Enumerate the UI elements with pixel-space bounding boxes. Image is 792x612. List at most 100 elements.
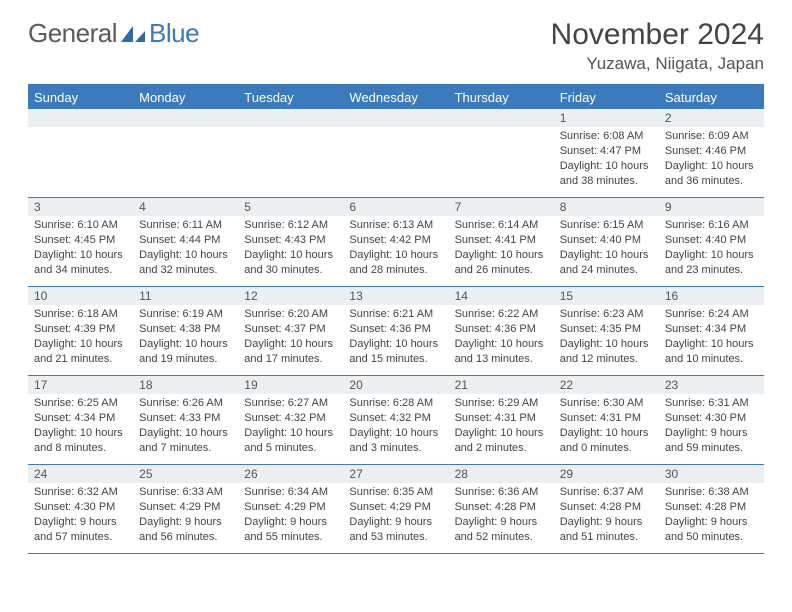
sunset-text: Sunset: 4:38 PM [139, 322, 232, 337]
day-header: Thursday [449, 86, 554, 109]
sunrise-text: Sunrise: 6:12 AM [244, 218, 337, 233]
day-body: Sunrise: 6:22 AMSunset: 4:36 PMDaylight:… [449, 305, 554, 370]
daylight-text: Daylight: 9 hours and 55 minutes. [244, 515, 337, 545]
day-number: 24 [28, 465, 133, 483]
brand-name-2: Blue [149, 18, 199, 49]
daylight-text: Daylight: 10 hours and 32 minutes. [139, 248, 232, 278]
day-number: 2 [659, 109, 764, 127]
sunrise-text: Sunrise: 6:33 AM [139, 485, 232, 500]
sunset-text: Sunset: 4:46 PM [665, 144, 758, 159]
sunset-text: Sunset: 4:32 PM [349, 411, 442, 426]
day-number: 30 [659, 465, 764, 483]
sunrise-text: Sunrise: 6:11 AM [139, 218, 232, 233]
day-cell: 9Sunrise: 6:16 AMSunset: 4:40 PMDaylight… [659, 198, 764, 286]
day-cell: 3Sunrise: 6:10 AMSunset: 4:45 PMDaylight… [28, 198, 133, 286]
day-number: 9 [659, 198, 764, 216]
sunset-text: Sunset: 4:45 PM [34, 233, 127, 248]
day-number: 10 [28, 287, 133, 305]
day-number: 15 [554, 287, 659, 305]
sunrise-text: Sunrise: 6:35 AM [349, 485, 442, 500]
daylight-text: Daylight: 10 hours and 30 minutes. [244, 248, 337, 278]
sunset-text: Sunset: 4:29 PM [139, 500, 232, 515]
day-cell: 16Sunrise: 6:24 AMSunset: 4:34 PMDayligh… [659, 287, 764, 375]
day-header: Wednesday [343, 86, 448, 109]
sunrise-text: Sunrise: 6:14 AM [455, 218, 548, 233]
day-cell: 10Sunrise: 6:18 AMSunset: 4:39 PMDayligh… [28, 287, 133, 375]
sunrise-text: Sunrise: 6:22 AM [455, 307, 548, 322]
day-cell: 19Sunrise: 6:27 AMSunset: 4:32 PMDayligh… [238, 376, 343, 464]
day-number [343, 109, 448, 127]
sunrise-text: Sunrise: 6:19 AM [139, 307, 232, 322]
daylight-text: Daylight: 10 hours and 7 minutes. [139, 426, 232, 456]
daylight-text: Daylight: 10 hours and 15 minutes. [349, 337, 442, 367]
sunrise-text: Sunrise: 6:30 AM [560, 396, 653, 411]
day-number: 12 [238, 287, 343, 305]
sunrise-text: Sunrise: 6:31 AM [665, 396, 758, 411]
day-cell: 25Sunrise: 6:33 AMSunset: 4:29 PMDayligh… [133, 465, 238, 553]
brand-name-1: General [28, 18, 117, 49]
day-number: 23 [659, 376, 764, 394]
day-cell: 23Sunrise: 6:31 AMSunset: 4:30 PMDayligh… [659, 376, 764, 464]
sunset-text: Sunset: 4:30 PM [34, 500, 127, 515]
day-body: Sunrise: 6:31 AMSunset: 4:30 PMDaylight:… [659, 394, 764, 459]
daylight-text: Daylight: 10 hours and 23 minutes. [665, 248, 758, 278]
day-cell: 4Sunrise: 6:11 AMSunset: 4:44 PMDaylight… [133, 198, 238, 286]
day-cell: 15Sunrise: 6:23 AMSunset: 4:35 PMDayligh… [554, 287, 659, 375]
sunset-text: Sunset: 4:34 PM [34, 411, 127, 426]
daylight-text: Daylight: 10 hours and 2 minutes. [455, 426, 548, 456]
daylight-text: Daylight: 10 hours and 5 minutes. [244, 426, 337, 456]
day-body: Sunrise: 6:20 AMSunset: 4:37 PMDaylight:… [238, 305, 343, 370]
day-body: Sunrise: 6:35 AMSunset: 4:29 PMDaylight:… [343, 483, 448, 548]
day-cell: 26Sunrise: 6:34 AMSunset: 4:29 PMDayligh… [238, 465, 343, 553]
sunrise-text: Sunrise: 6:10 AM [34, 218, 127, 233]
day-cell: 28Sunrise: 6:36 AMSunset: 4:28 PMDayligh… [449, 465, 554, 553]
sunset-text: Sunset: 4:29 PM [244, 500, 337, 515]
sunrise-text: Sunrise: 6:37 AM [560, 485, 653, 500]
day-number: 21 [449, 376, 554, 394]
sunset-text: Sunset: 4:37 PM [244, 322, 337, 337]
sunrise-text: Sunrise: 6:27 AM [244, 396, 337, 411]
day-cell: 27Sunrise: 6:35 AMSunset: 4:29 PMDayligh… [343, 465, 448, 553]
day-number: 19 [238, 376, 343, 394]
day-header: Sunday [28, 86, 133, 109]
brand-logo: General Blue [28, 18, 199, 49]
daylight-text: Daylight: 10 hours and 28 minutes. [349, 248, 442, 278]
sunrise-text: Sunrise: 6:34 AM [244, 485, 337, 500]
day-number: 18 [133, 376, 238, 394]
daylight-text: Daylight: 10 hours and 3 minutes. [349, 426, 442, 456]
sunrise-text: Sunrise: 6:29 AM [455, 396, 548, 411]
day-number [238, 109, 343, 127]
day-number [28, 109, 133, 127]
sunset-text: Sunset: 4:36 PM [349, 322, 442, 337]
day-cell: 20Sunrise: 6:28 AMSunset: 4:32 PMDayligh… [343, 376, 448, 464]
day-number [449, 109, 554, 127]
sunset-text: Sunset: 4:33 PM [139, 411, 232, 426]
sunset-text: Sunset: 4:39 PM [34, 322, 127, 337]
day-number: 14 [449, 287, 554, 305]
month-title: November 2024 [551, 18, 764, 52]
daylight-text: Daylight: 10 hours and 8 minutes. [34, 426, 127, 456]
sunrise-text: Sunrise: 6:25 AM [34, 396, 127, 411]
day-cell: 2Sunrise: 6:09 AMSunset: 4:46 PMDaylight… [659, 109, 764, 197]
day-body: Sunrise: 6:38 AMSunset: 4:28 PMDaylight:… [659, 483, 764, 548]
day-body: Sunrise: 6:32 AMSunset: 4:30 PMDaylight:… [28, 483, 133, 548]
day-body [238, 127, 343, 197]
daylight-text: Daylight: 10 hours and 24 minutes. [560, 248, 653, 278]
sunrise-text: Sunrise: 6:15 AM [560, 218, 653, 233]
day-cell: 6Sunrise: 6:13 AMSunset: 4:42 PMDaylight… [343, 198, 448, 286]
day-cell: 7Sunrise: 6:14 AMSunset: 4:41 PMDaylight… [449, 198, 554, 286]
day-cell [28, 109, 133, 197]
day-number: 3 [28, 198, 133, 216]
day-cell: 18Sunrise: 6:26 AMSunset: 4:33 PMDayligh… [133, 376, 238, 464]
day-number: 8 [554, 198, 659, 216]
sunrise-text: Sunrise: 6:36 AM [455, 485, 548, 500]
daylight-text: Daylight: 10 hours and 0 minutes. [560, 426, 653, 456]
daylight-text: Daylight: 10 hours and 17 minutes. [244, 337, 337, 367]
day-body [449, 127, 554, 197]
day-number: 6 [343, 198, 448, 216]
daylight-text: Daylight: 10 hours and 36 minutes. [665, 159, 758, 189]
day-body: Sunrise: 6:21 AMSunset: 4:36 PMDaylight:… [343, 305, 448, 370]
week-row: 10Sunrise: 6:18 AMSunset: 4:39 PMDayligh… [28, 287, 764, 376]
sunset-text: Sunset: 4:31 PM [560, 411, 653, 426]
daylight-text: Daylight: 10 hours and 19 minutes. [139, 337, 232, 367]
